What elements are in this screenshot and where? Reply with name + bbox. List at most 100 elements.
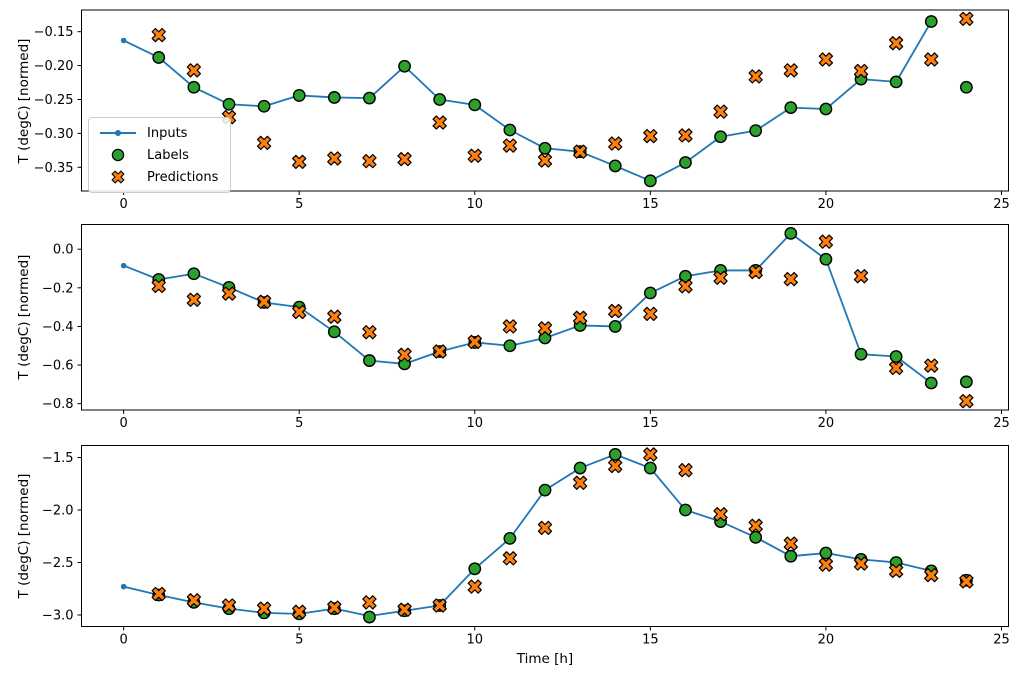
y-tick-label: −0.35	[34, 161, 74, 176]
inputs-point	[120, 262, 127, 269]
axes-frame	[81, 224, 1009, 411]
legend-label-inputs: Inputs	[147, 125, 188, 141]
x-tick-label: 10	[466, 632, 483, 647]
y-tick-label: −0.6	[42, 359, 74, 374]
prediction-point	[713, 104, 728, 119]
x-tick-label: 10	[466, 197, 483, 212]
prediction-point	[713, 270, 728, 285]
x-tick-label: 25	[993, 632, 1010, 647]
label-point	[749, 530, 763, 544]
axes-frame	[81, 9, 1009, 192]
label-point	[503, 123, 517, 137]
prediction-point	[818, 557, 834, 572]
label-point	[643, 174, 657, 188]
label-point	[398, 59, 411, 73]
prediction-point	[924, 567, 939, 583]
label-point	[327, 325, 341, 339]
x-tick-label: 20	[818, 197, 835, 212]
x-tick-label: 5	[295, 197, 303, 212]
prediction-point	[959, 574, 974, 589]
y-tick-label: −0.20	[34, 59, 74, 74]
label-point	[152, 51, 166, 64]
prediction-point	[221, 598, 237, 613]
y-tick-label: −2.5	[42, 556, 74, 571]
inputs-line	[123, 21, 933, 182]
label-point	[363, 91, 376, 105]
prediction-point	[397, 602, 412, 617]
prediction-point	[572, 310, 588, 325]
prediction-point	[818, 234, 834, 249]
prediction-point	[959, 11, 974, 26]
inputs-line	[123, 453, 932, 617]
prediction-point	[292, 304, 307, 320]
prediction-point	[537, 321, 553, 336]
label-point	[924, 376, 938, 390]
y-tick-label: −0.2	[42, 281, 74, 296]
prediction-point	[643, 447, 658, 462]
y-tick-label: −0.25	[34, 93, 74, 108]
inputs-line-icon	[100, 130, 136, 136]
label-point	[889, 350, 903, 363]
prediction-point	[467, 334, 482, 350]
label-point	[889, 75, 903, 89]
prediction-point	[221, 286, 237, 301]
prediction-point	[959, 393, 974, 409]
prediction-point	[362, 325, 377, 340]
legend: Inputs Labels Predictions	[88, 117, 232, 193]
prediction-point	[256, 601, 272, 616]
x-tick-label: 20	[818, 416, 835, 431]
prediction-point	[151, 586, 166, 602]
label-point	[608, 159, 622, 173]
prediction-point	[151, 27, 166, 43]
label-point	[292, 89, 306, 102]
label-point	[643, 286, 657, 300]
prediction-point	[186, 593, 202, 608]
prediction-point	[572, 144, 588, 159]
y-axis-label-subplot-1: T (degC) [normed]	[16, 38, 32, 164]
prediction-point	[186, 292, 202, 307]
inputs-line	[123, 232, 932, 384]
prediction-point	[327, 309, 342, 324]
y-tick-label: −0.15	[34, 25, 74, 40]
y-tick-label: −2.0	[42, 504, 74, 519]
label-point	[643, 461, 657, 475]
prediction-point	[186, 63, 202, 78]
prediction-point	[783, 271, 798, 287]
label-point	[854, 347, 868, 361]
legend-item-labels: Labels	[98, 145, 218, 165]
prediction-point	[783, 63, 798, 78]
prediction-point	[678, 462, 693, 478]
y-tick-label: −3.0	[42, 608, 74, 623]
y-axis-label-subplot-2: T (degC) [normed]	[16, 254, 32, 380]
label-point	[959, 375, 973, 389]
subplot-1: 0 5 10 15 20 25 −0.15 −0.20 −0.25 −0.30 −0.35	[34, 9, 1010, 212]
prediction-point	[256, 294, 272, 309]
label-point	[257, 99, 271, 113]
prediction-point	[327, 600, 342, 615]
x-tick-label: 15	[642, 416, 659, 431]
label-point	[819, 102, 833, 116]
label-point	[468, 562, 482, 576]
label-point	[714, 130, 727, 144]
label-point	[819, 252, 833, 266]
prediction-point	[502, 138, 518, 153]
x-tick-label: 15	[642, 632, 659, 647]
x-tick-label: 15	[642, 197, 659, 212]
subplot-2: 0 5 10 15 20 25 0.0 −0.2 −0.4 −0.6 −0.8	[42, 224, 1010, 431]
prediction-point	[151, 278, 166, 294]
prediction-point	[678, 128, 693, 143]
prediction-point	[467, 148, 482, 163]
label-point	[503, 339, 517, 353]
prediction-point	[608, 136, 623, 151]
label-point	[222, 97, 236, 111]
prediction-point	[748, 264, 763, 280]
inputs-point	[120, 583, 127, 590]
x-axis-label: Time [h]	[516, 651, 574, 667]
prediction-point	[888, 36, 904, 51]
x-tick-label: 5	[295, 632, 303, 647]
prediction-point	[608, 458, 623, 474]
label-point	[363, 354, 376, 367]
prediction-point	[327, 151, 342, 166]
prediction-point	[432, 115, 447, 130]
y-tick-label: 0.0	[53, 243, 74, 258]
